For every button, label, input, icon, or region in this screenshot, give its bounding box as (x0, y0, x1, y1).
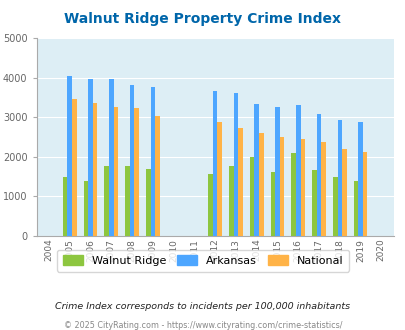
Bar (208, 174, 212, 236)
Bar (212, 91, 217, 236)
Bar (311, 170, 316, 236)
Bar (358, 122, 362, 236)
Bar (113, 107, 118, 236)
Bar (150, 87, 155, 236)
Bar (130, 85, 134, 236)
Text: © 2025 CityRating.com - https://www.cityrating.com/crime-statistics/: © 2025 CityRating.com - https://www.city… (64, 321, 341, 330)
Bar (233, 93, 238, 236)
Bar (320, 143, 325, 236)
Bar (300, 139, 305, 236)
Bar (104, 166, 109, 236)
Bar (353, 181, 358, 236)
Bar (93, 103, 97, 236)
Bar (249, 157, 254, 236)
Bar (63, 177, 67, 236)
Bar (238, 128, 242, 236)
Bar (341, 149, 346, 236)
Bar (217, 122, 222, 236)
Bar (275, 107, 279, 236)
Bar (125, 166, 130, 236)
Bar (83, 181, 88, 236)
Text: Crime Index corresponds to incidents per 100,000 inhabitants: Crime Index corresponds to incidents per… (55, 302, 350, 311)
Bar (316, 114, 320, 236)
Bar (67, 76, 72, 236)
Bar (295, 105, 300, 236)
Bar (228, 166, 233, 236)
Bar (72, 99, 77, 236)
Bar (109, 79, 113, 236)
Bar (155, 115, 159, 236)
Bar (146, 169, 150, 236)
Text: Walnut Ridge Property Crime Index: Walnut Ridge Property Crime Index (64, 12, 341, 25)
Bar (134, 109, 139, 236)
Bar (332, 177, 337, 236)
Bar (258, 133, 263, 236)
Bar (279, 137, 283, 236)
Bar (337, 119, 341, 236)
Bar (362, 151, 367, 236)
Bar (291, 153, 295, 236)
Bar (254, 104, 258, 236)
Bar (88, 79, 93, 236)
Legend: Walnut Ridge, Arkansas, National: Walnut Ridge, Arkansas, National (57, 250, 348, 272)
Bar (270, 172, 275, 236)
